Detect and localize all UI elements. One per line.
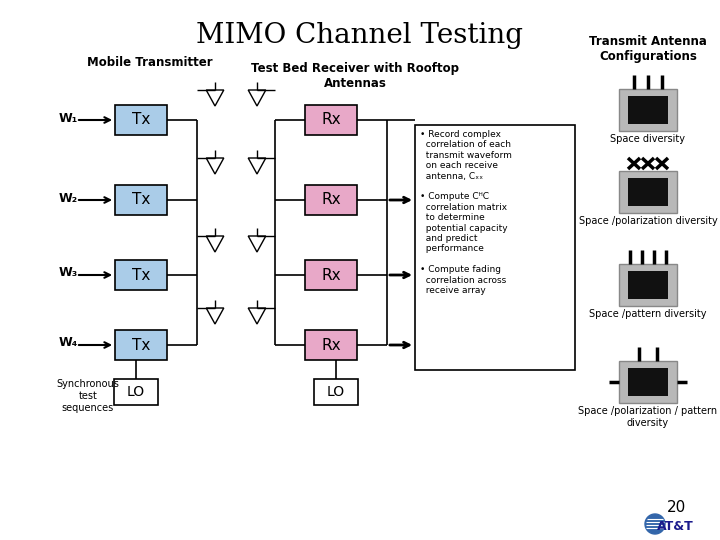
Bar (619, 89, 677, 131)
Text: Rx: Rx (321, 338, 341, 353)
Bar (305, 185, 357, 215)
Bar (305, 260, 357, 290)
Text: Tx: Tx (132, 267, 150, 282)
Text: Synchronous
test
sequences: Synchronous test sequences (57, 380, 120, 413)
Text: W₃: W₃ (58, 267, 78, 280)
Text: Transmit Antenna
Configurations: Transmit Antenna Configurations (589, 35, 707, 63)
Bar (114, 379, 158, 405)
Bar (628, 271, 668, 299)
Text: MIMO Channel Testing: MIMO Channel Testing (197, 22, 523, 49)
Bar (619, 264, 677, 306)
Text: 20: 20 (667, 501, 685, 516)
Bar (115, 105, 167, 135)
Text: W₄: W₄ (58, 336, 78, 349)
Bar (628, 368, 668, 396)
Bar (115, 330, 167, 360)
Text: Tx: Tx (132, 112, 150, 127)
Bar (619, 171, 677, 213)
Bar (115, 260, 167, 290)
Text: LO: LO (127, 385, 145, 399)
Text: Space /polarization diversity: Space /polarization diversity (579, 216, 717, 226)
Bar (305, 330, 357, 360)
Bar (628, 96, 668, 124)
Text: W₂: W₂ (58, 192, 78, 205)
Circle shape (645, 514, 665, 534)
Text: Mobile Transmitter: Mobile Transmitter (87, 56, 212, 69)
Text: Tx: Tx (132, 338, 150, 353)
Bar (305, 105, 357, 135)
Text: Space diversity: Space diversity (611, 134, 685, 144)
Text: • Record complex
  correlation of each
  transmit waveform
  on each receive
  a: • Record complex correlation of each tra… (420, 130, 512, 295)
Bar (115, 185, 167, 215)
Text: Rx: Rx (321, 112, 341, 127)
Text: Rx: Rx (321, 192, 341, 207)
Text: Rx: Rx (321, 267, 341, 282)
Text: Space /polarization / pattern
diversity: Space /polarization / pattern diversity (578, 406, 718, 428)
Text: Space /pattern diversity: Space /pattern diversity (589, 309, 707, 319)
Text: AT&T: AT&T (657, 519, 693, 532)
Bar (628, 178, 668, 206)
Text: W₁: W₁ (58, 111, 78, 125)
Bar (415, 125, 575, 370)
Text: Test Bed Receiver with Rooftop
Antennas: Test Bed Receiver with Rooftop Antennas (251, 62, 459, 90)
Bar (619, 361, 677, 403)
Text: LO: LO (327, 385, 345, 399)
Bar (314, 379, 358, 405)
Text: Tx: Tx (132, 192, 150, 207)
